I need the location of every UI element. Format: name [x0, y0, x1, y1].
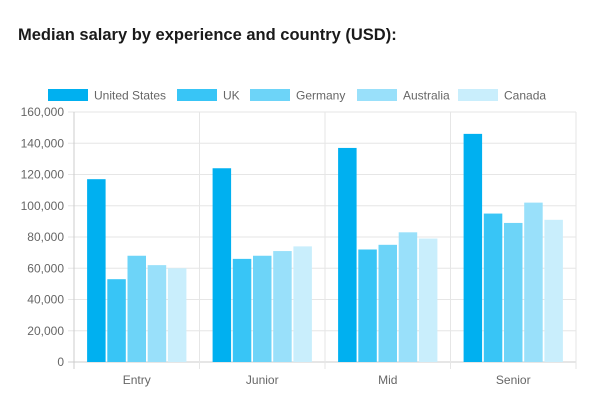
x-tick-label: Senior: [496, 373, 531, 387]
bar-entry-united-states[interactable]: [87, 179, 106, 362]
y-tick-label: 160,000: [21, 105, 65, 119]
y-tick-label: 140,000: [21, 136, 65, 150]
legend-item-australia[interactable]: Australia: [357, 89, 450, 103]
bar-senior-germany[interactable]: [504, 222, 523, 362]
bar-junior-uk[interactable]: [232, 258, 252, 362]
bar-junior-canada[interactable]: [293, 246, 312, 362]
bars: [87, 133, 563, 363]
y-tick-label: 0: [57, 355, 64, 369]
legend-label: Germany: [296, 89, 345, 103]
y-tick-label: 120,000: [21, 168, 65, 182]
bar-senior-australia[interactable]: [524, 202, 543, 362]
bar-mid-uk[interactable]: [358, 249, 377, 363]
bar-mid-canada[interactable]: [418, 238, 438, 362]
y-tick-label: 100,000: [21, 199, 65, 213]
x-tick-label: Junior: [246, 373, 279, 387]
legend-label: UK: [223, 89, 240, 103]
legend-swatch: [458, 89, 498, 101]
y-tick-label: 20,000: [27, 324, 64, 338]
legend-item-uk[interactable]: UK: [177, 89, 240, 103]
chart-title: Median salary by experience and country …: [18, 26, 397, 44]
bar-entry-uk[interactable]: [107, 279, 126, 362]
x-tick-label: Mid: [378, 373, 397, 387]
y-tick-label: 80,000: [27, 230, 64, 244]
bar-mid-australia[interactable]: [398, 232, 418, 362]
legend-item-canada[interactable]: Canada: [458, 89, 546, 103]
axes: 0 20,000 40,000 60,000 80,000 100,000 120,000 1…: [21, 105, 531, 387]
y-tick-label: 60,000: [27, 261, 64, 275]
legend-swatch: [177, 89, 217, 101]
x-tick-label: Entry: [123, 373, 151, 387]
legend-swatch: [48, 89, 88, 101]
legend-swatch: [250, 89, 290, 101]
bar-mid-germany[interactable]: [378, 244, 398, 362]
bar-junior-germany[interactable]: [253, 255, 272, 362]
legend[interactable]: United States UK Germany Australia Canada: [48, 89, 546, 103]
y-tick-label: 40,000: [27, 293, 64, 307]
legend-label: Australia: [403, 89, 450, 103]
legend-label: Canada: [504, 89, 546, 103]
bar-senior-united-states[interactable]: [463, 133, 483, 362]
bar-senior-canada[interactable]: [544, 219, 563, 362]
bar-entry-canada[interactable]: [167, 268, 187, 362]
bar-entry-germany[interactable]: [127, 255, 147, 362]
legend-label: United States: [94, 89, 166, 103]
bar-senior-uk[interactable]: [483, 213, 503, 362]
legend-swatch: [357, 89, 397, 101]
bar-junior-united-states[interactable]: [212, 168, 232, 362]
legend-item-united-states[interactable]: United States: [48, 89, 166, 103]
bar-junior-australia[interactable]: [273, 251, 292, 362]
bar-entry-australia[interactable]: [147, 265, 167, 362]
legend-item-germany[interactable]: Germany: [250, 89, 345, 103]
bar-mid-united-states[interactable]: [338, 147, 357, 362]
